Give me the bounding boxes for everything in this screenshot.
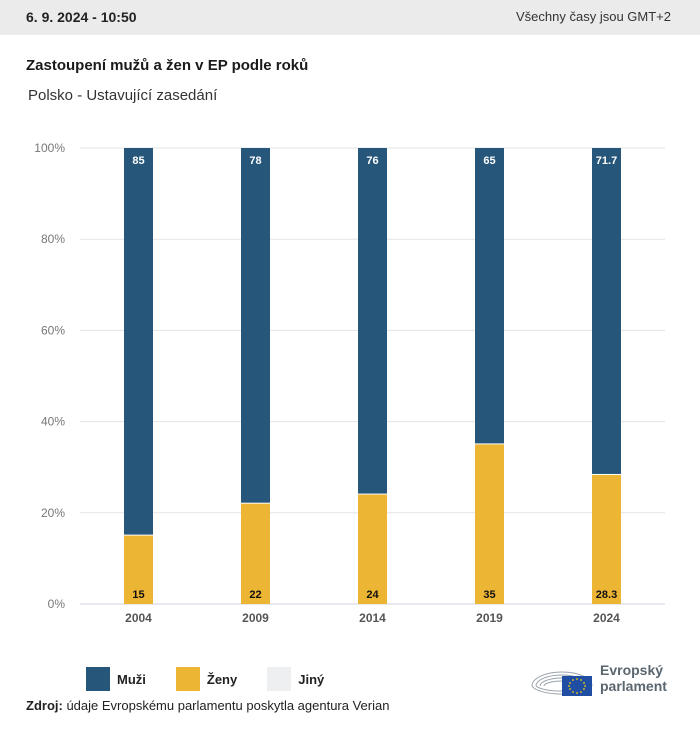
legend: Muži Ženy Jiný (86, 667, 354, 691)
data-label-muzi: 71.7 (596, 155, 617, 167)
data-label-zeny: 22 (249, 589, 261, 601)
data-label-muzi: 65 (483, 155, 495, 167)
y-tick-label: 40% (41, 415, 65, 429)
y-tick-label: 60% (41, 323, 65, 337)
bar-muzi-2024[interactable] (592, 148, 621, 474)
data-label-zeny: 15 (132, 589, 144, 601)
data-label-muzi: 78 (249, 155, 261, 167)
bar-muzi-2009[interactable] (241, 148, 270, 503)
top-bar: 6. 9. 2024 - 10:50 Všechny časy jsou GMT… (0, 0, 700, 35)
logo-text: Evropský parlament (600, 662, 667, 694)
legend-label: Ženy (206, 671, 238, 687)
data-label-zeny: 28.3 (596, 589, 617, 601)
bar-zeny-2004[interactable] (124, 535, 153, 604)
y-tick-label: 100% (34, 141, 65, 155)
timestamp: 6. 9. 2024 - 10:50 (26, 9, 137, 25)
legend-swatch-zeny (175, 667, 200, 691)
legend-item-jiny[interactable]: Jiný (267, 667, 324, 691)
legend-item-muzi[interactable]: Muži (86, 667, 146, 691)
source-note: Zdroj: údaje Evropskému parlamentu posky… (26, 698, 389, 713)
bar-zeny-2014[interactable] (358, 494, 387, 604)
x-tick-label: 2004 (125, 611, 152, 625)
x-tick-label: 2009 (242, 611, 269, 625)
legend-label: Muži (117, 671, 146, 687)
x-axis: 2004 2009 2014 2019 2024 (125, 611, 620, 625)
y-tick-label: 20% (41, 506, 65, 520)
legend-swatch-muzi (86, 667, 110, 691)
data-label-muzi: 76 (366, 155, 378, 167)
legend-swatch-jiny (267, 667, 292, 691)
bar-zeny-2019[interactable] (475, 444, 504, 604)
logo-line-2: parlament (600, 678, 667, 694)
stacked-bar-chart: 0% 20% 40% 60% 80% 100% 85 15 78 22 76 24 65 35 71.7 2… (34, 141, 665, 625)
hemicycle-icon (531, 671, 593, 696)
bar-zeny-2009[interactable] (241, 503, 270, 604)
bars: 85 15 78 22 76 24 65 35 71.7 28.3 (124, 148, 621, 604)
legend-item-zeny[interactable]: Ženy (175, 667, 238, 691)
source-label: Zdroj: (26, 698, 63, 713)
logo-line-1: Evropský (600, 662, 664, 678)
data-label-muzi: 85 (132, 155, 144, 167)
x-tick-label: 2014 (359, 611, 386, 625)
bar-zeny-2024[interactable] (592, 474, 621, 604)
european-parliament-logo: Evropský parlament (528, 660, 688, 700)
bar-muzi-2019[interactable] (475, 148, 504, 444)
y-axis: 0% 20% 40% 60% 80% 100% (34, 141, 65, 611)
x-tick-label: 2019 (476, 611, 503, 625)
y-tick-label: 0% (48, 597, 66, 611)
eu-flag-icon (562, 676, 592, 696)
x-tick-label: 2024 (593, 611, 620, 625)
data-label-zeny: 24 (366, 589, 379, 601)
source-text: údaje Evropskému parlamentu poskytla age… (62, 698, 390, 713)
bar-muzi-2004[interactable] (124, 148, 153, 535)
y-tick-label: 80% (41, 232, 65, 246)
chart-title: Zastoupení mužů a žen v EP podle roků (26, 57, 309, 74)
timezone-note: Všechny časy jsou GMT+2 (516, 9, 671, 24)
chart-subtitle: Polsko - Ustavující zasedání (28, 87, 218, 104)
data-label-zeny: 35 (483, 589, 495, 601)
bar-muzi-2014[interactable] (358, 148, 387, 494)
legend-label: Jiný (298, 671, 325, 687)
